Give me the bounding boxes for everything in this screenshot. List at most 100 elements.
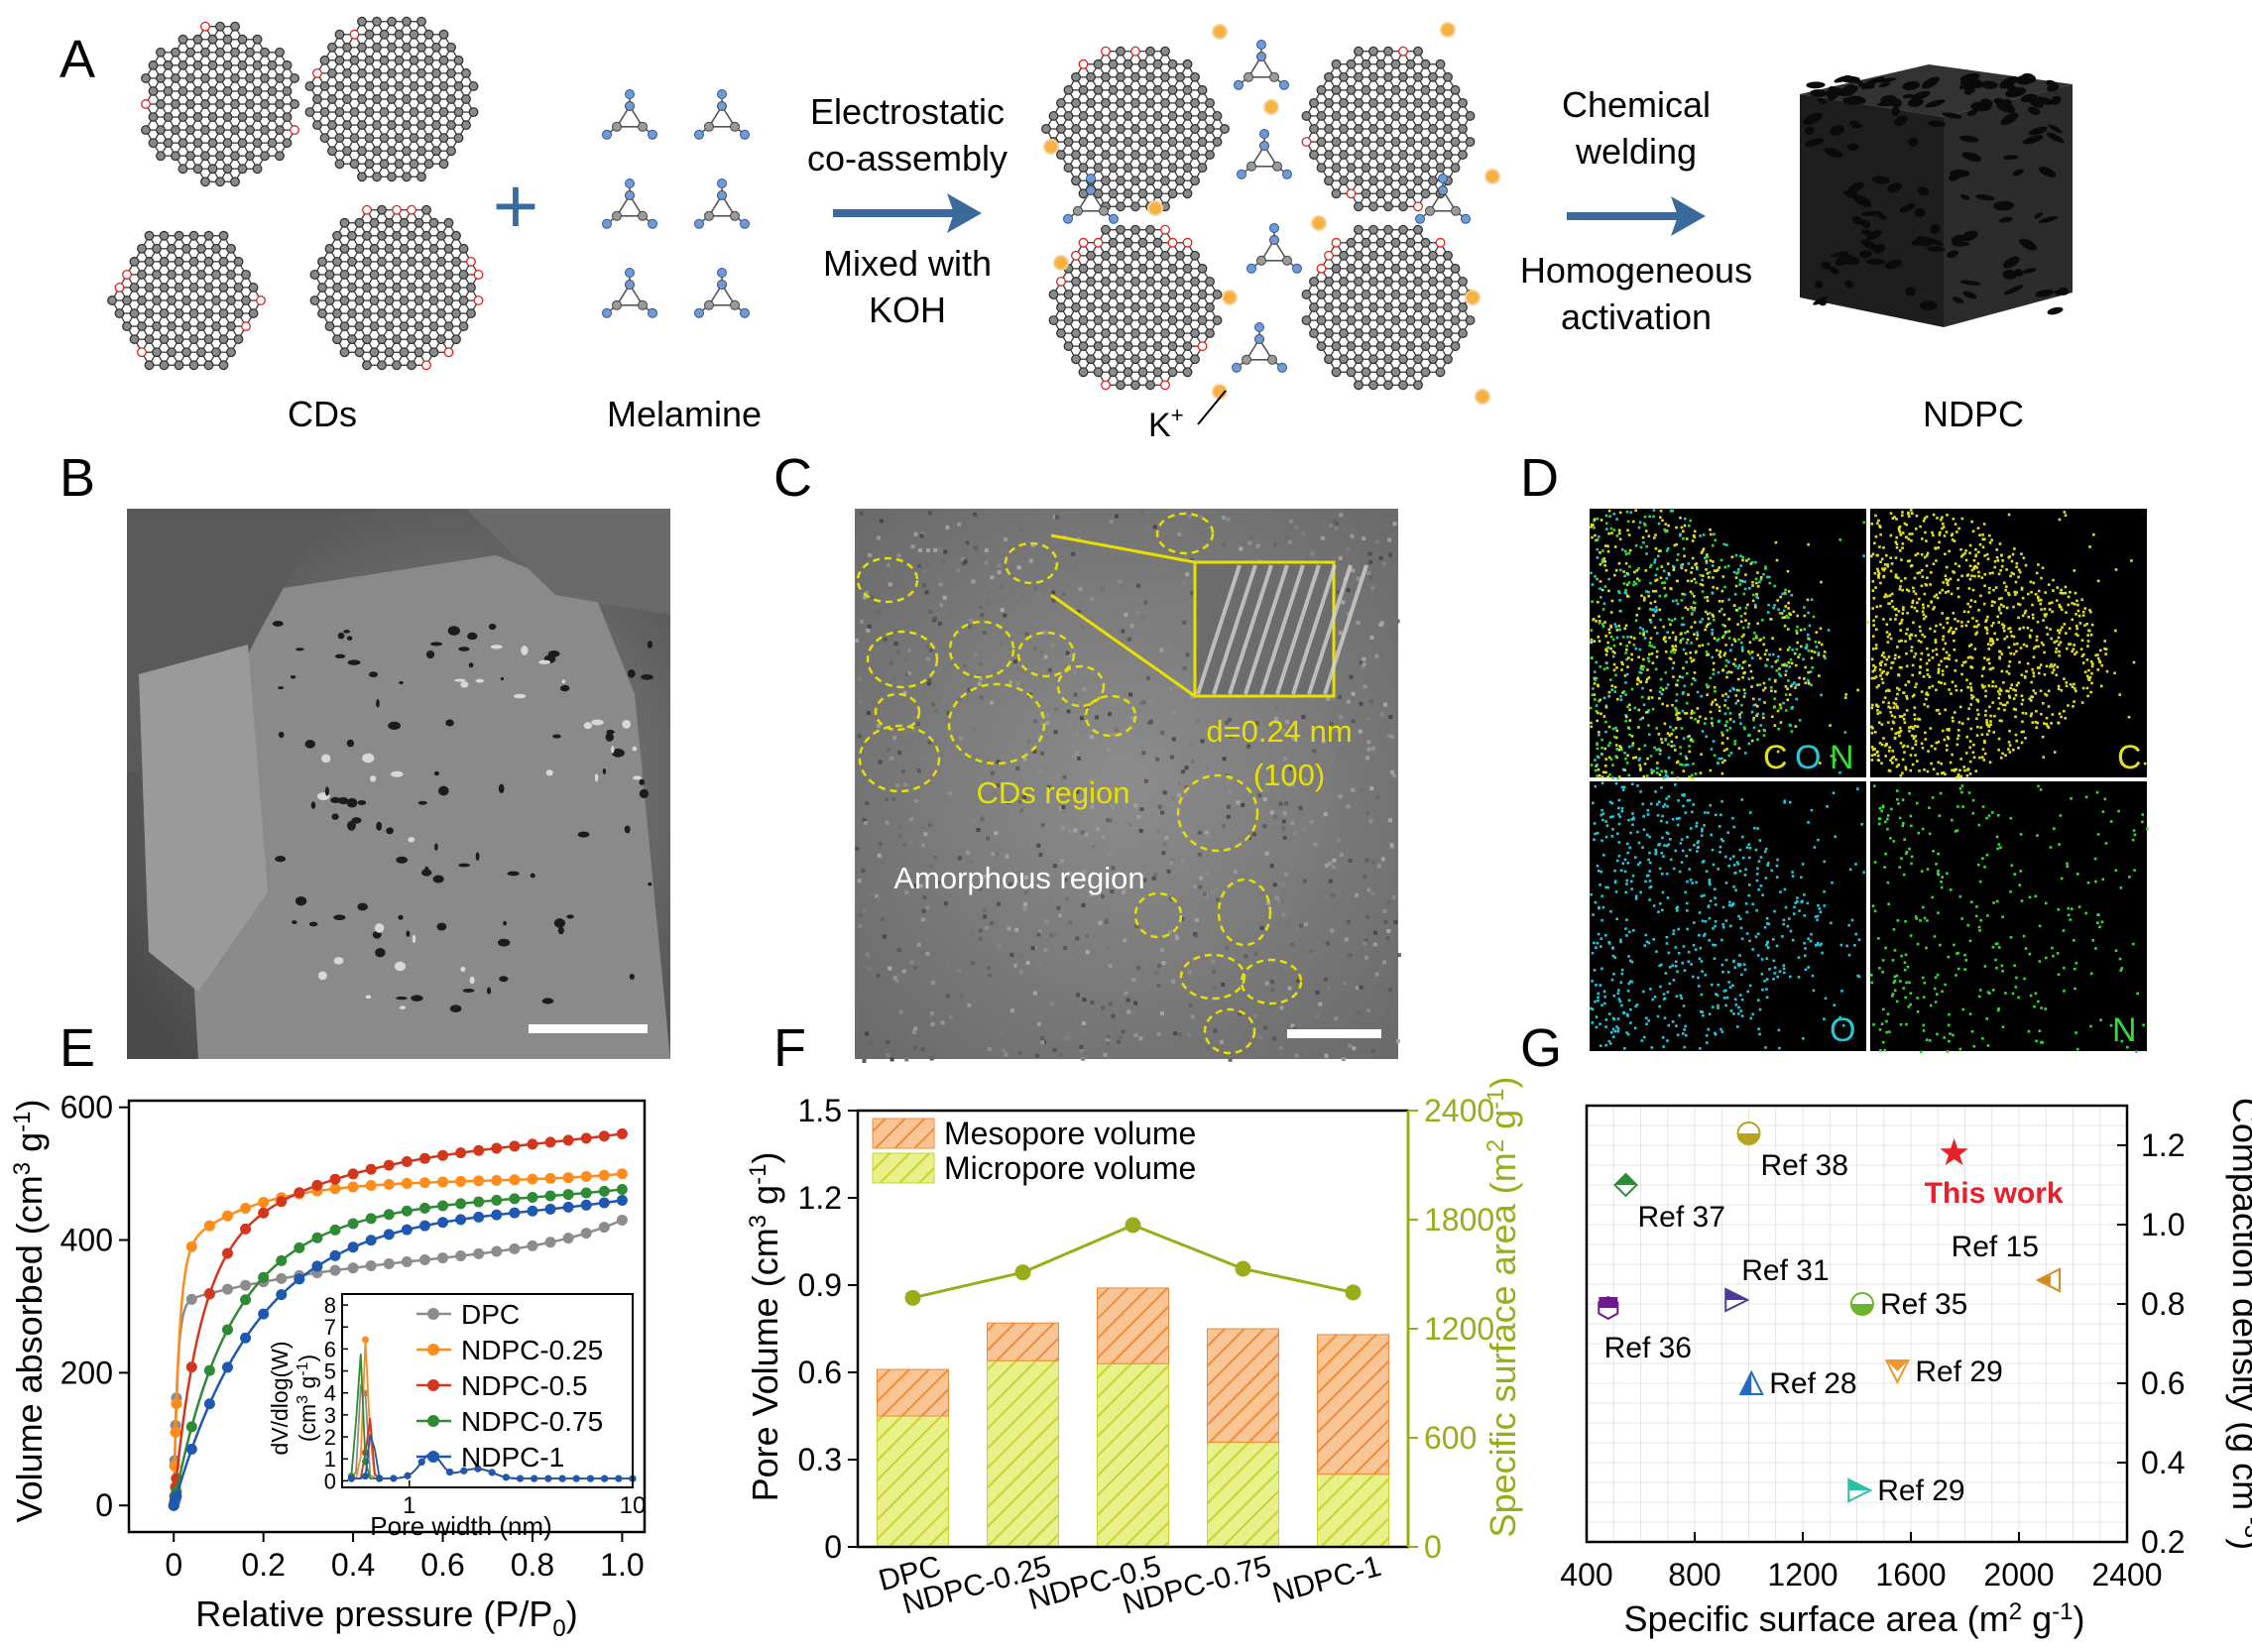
carbon-atom <box>1123 137 1133 148</box>
carbon-atom <box>1071 176 1081 186</box>
cube-pore <box>2027 106 2041 116</box>
melamine-atom <box>612 210 622 221</box>
carbon-atom <box>1175 176 1185 186</box>
tem-grain <box>973 652 978 657</box>
carbon-atom <box>1116 150 1126 161</box>
cube-pore <box>2047 306 2064 315</box>
tem-grain <box>1009 952 1014 957</box>
sem-feature <box>557 926 564 935</box>
tem-grain <box>1289 942 1294 947</box>
carbon-atom <box>1413 176 1423 186</box>
tem-grain <box>1222 757 1227 762</box>
tem-grain <box>1272 883 1277 887</box>
carbon-atom <box>241 295 251 305</box>
tem-grain <box>1067 871 1072 876</box>
carbon-atom <box>453 107 464 118</box>
carbon-atom <box>1212 137 1223 148</box>
tem-grain <box>1126 998 1130 1003</box>
carbon-atom <box>222 34 233 45</box>
carbon-atom <box>1175 328 1185 339</box>
composite-map-dot <box>1776 750 1780 754</box>
tem-grain <box>1007 926 1011 931</box>
composite-map-dot <box>1747 622 1751 626</box>
carbon-atom <box>1123 367 1133 378</box>
carbon-atom <box>1420 84 1431 95</box>
tem-grain <box>1351 568 1356 573</box>
tem-grain <box>886 1039 890 1044</box>
tem-grain <box>938 547 943 552</box>
tem-grain <box>1387 988 1392 993</box>
tem-grain <box>904 874 909 879</box>
tem-grain <box>1287 782 1292 787</box>
tem-grain <box>943 901 948 906</box>
carbon-atom <box>1405 188 1416 199</box>
tem-grain <box>1334 526 1339 531</box>
tem-grain <box>1187 970 1192 975</box>
tem-grain <box>874 893 879 898</box>
tem-grain <box>1290 1023 1295 1028</box>
sem-feature <box>552 734 561 739</box>
assembled-melamine <box>1234 40 1289 90</box>
tem-grain <box>1360 787 1364 792</box>
carbon-atom <box>1398 302 1408 312</box>
tem-grain <box>1103 1052 1108 1057</box>
sem-feature <box>398 914 404 920</box>
tem-grain <box>968 624 973 629</box>
carbon-dot-sheet <box>304 16 479 182</box>
tem-grain <box>939 603 944 608</box>
tem-grain <box>865 800 870 805</box>
tem-grain <box>1351 691 1356 696</box>
carbon-atom <box>188 308 199 319</box>
carbon-atom <box>1108 59 1119 69</box>
tem-grain <box>1170 755 1175 760</box>
tem-grain <box>881 917 886 922</box>
carbon-atom <box>387 146 397 157</box>
carbon-atom <box>226 321 236 332</box>
carbon-atom <box>1086 354 1096 365</box>
tem-grain <box>885 820 889 825</box>
carbon-atom <box>230 21 240 32</box>
carbon-atom <box>1331 315 1342 326</box>
composite-map-dot <box>1603 564 1606 567</box>
carbon-atom <box>245 125 255 136</box>
melamine-atom <box>1242 354 1251 365</box>
carbon-atom <box>1420 163 1431 174</box>
sem-feature <box>343 630 350 634</box>
tem-grain <box>1334 649 1339 654</box>
carbon-atom <box>362 256 372 267</box>
potassium-ion <box>1475 389 1490 405</box>
carbon-atom <box>1167 163 1178 174</box>
sem-feature <box>357 800 367 805</box>
tem-grain <box>1084 832 1089 837</box>
composite-map-dot <box>1601 623 1604 626</box>
tem-grain <box>1221 515 1226 520</box>
tem-grain <box>1386 928 1391 933</box>
tem-grain <box>1047 667 1052 672</box>
cube-pore <box>2038 216 2059 223</box>
tem-grain <box>1153 873 1158 878</box>
carbon-atom <box>387 16 397 27</box>
tem-grain <box>1245 861 1249 866</box>
tem-grain <box>1312 749 1317 754</box>
carbon-atom <box>1123 110 1133 121</box>
tem-grain <box>925 645 930 649</box>
carbon-atom <box>152 321 162 332</box>
tem-grain <box>1052 1047 1057 1052</box>
sem-feature <box>278 731 285 739</box>
composite-map-dot <box>1691 592 1694 596</box>
carbon-atom <box>414 217 424 228</box>
carbon-atom <box>181 243 191 254</box>
carbon-atom <box>312 120 322 131</box>
sem-feature <box>317 971 327 981</box>
carbon-atom <box>1101 176 1111 186</box>
tem-grain <box>1121 629 1126 634</box>
carbon-atom <box>428 270 439 280</box>
tem-grain <box>986 836 991 841</box>
composite-map-dot <box>1671 645 1674 648</box>
tem-grain <box>963 559 968 564</box>
tem-grain <box>995 852 1000 857</box>
tem-grain <box>1364 858 1369 863</box>
carbon-atom <box>416 94 426 104</box>
tem-grain <box>1369 635 1374 640</box>
carbon-atom <box>416 172 426 182</box>
